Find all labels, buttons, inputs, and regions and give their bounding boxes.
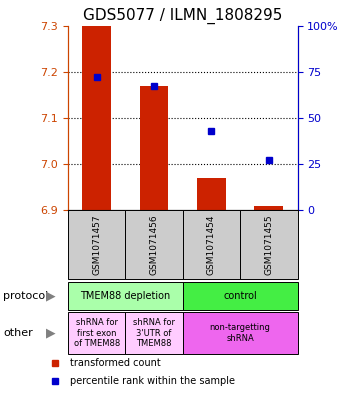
- Text: protocol: protocol: [3, 291, 49, 301]
- Text: shRNA for
3'UTR of
TMEM88: shRNA for 3'UTR of TMEM88: [133, 318, 175, 348]
- Text: GSM1071454: GSM1071454: [207, 215, 216, 275]
- FancyBboxPatch shape: [125, 312, 183, 354]
- FancyBboxPatch shape: [183, 312, 298, 354]
- Text: shRNA for
first exon
of TMEM88: shRNA for first exon of TMEM88: [73, 318, 120, 348]
- Text: TMEM88 depletion: TMEM88 depletion: [80, 291, 170, 301]
- Text: other: other: [3, 328, 33, 338]
- FancyBboxPatch shape: [68, 210, 125, 279]
- Bar: [197, 178, 226, 210]
- Text: non-targetting
shRNA: non-targetting shRNA: [210, 323, 271, 343]
- FancyBboxPatch shape: [183, 210, 240, 279]
- Text: ▶: ▶: [46, 290, 56, 303]
- Bar: [254, 206, 283, 210]
- Bar: [140, 86, 168, 210]
- Text: transformed count: transformed count: [70, 358, 161, 368]
- FancyBboxPatch shape: [68, 312, 125, 354]
- Bar: [82, 26, 111, 210]
- Text: ▶: ▶: [46, 327, 56, 340]
- Text: control: control: [223, 291, 257, 301]
- Text: GSM1071455: GSM1071455: [264, 214, 273, 275]
- FancyBboxPatch shape: [68, 282, 183, 310]
- FancyBboxPatch shape: [125, 210, 183, 279]
- Text: GSM1071457: GSM1071457: [92, 214, 101, 275]
- Text: GSM1071456: GSM1071456: [150, 214, 158, 275]
- FancyBboxPatch shape: [240, 210, 298, 279]
- Text: percentile rank within the sample: percentile rank within the sample: [70, 376, 235, 386]
- Title: GDS5077 / ILMN_1808295: GDS5077 / ILMN_1808295: [83, 8, 283, 24]
- FancyBboxPatch shape: [183, 282, 298, 310]
